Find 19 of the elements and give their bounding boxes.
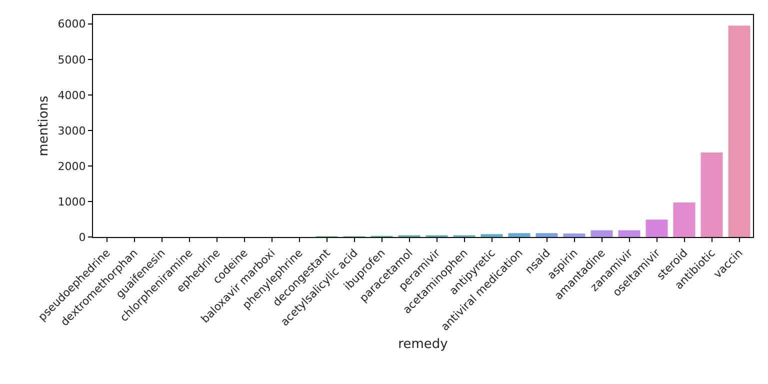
bar xyxy=(590,230,613,237)
bar xyxy=(618,230,640,237)
bar xyxy=(646,220,668,237)
y-tick-label: 3000 xyxy=(58,124,86,138)
y-tick-label: 4000 xyxy=(58,88,86,102)
bar xyxy=(700,152,723,237)
bar xyxy=(728,26,750,237)
y-axis-title: mentions xyxy=(36,95,52,156)
y-tick-label: 0 xyxy=(78,230,86,244)
y-tick-label: 1000 xyxy=(58,195,86,208)
x-axis-title: remedy xyxy=(398,336,448,352)
y-tick-label: 6000 xyxy=(58,18,86,31)
bar xyxy=(536,233,558,237)
y-tick-label: 5000 xyxy=(58,53,86,66)
bar xyxy=(480,234,503,237)
bar xyxy=(673,202,696,237)
y-tick-label: 2000 xyxy=(58,160,86,173)
bar xyxy=(563,233,586,237)
bar xyxy=(508,233,530,237)
